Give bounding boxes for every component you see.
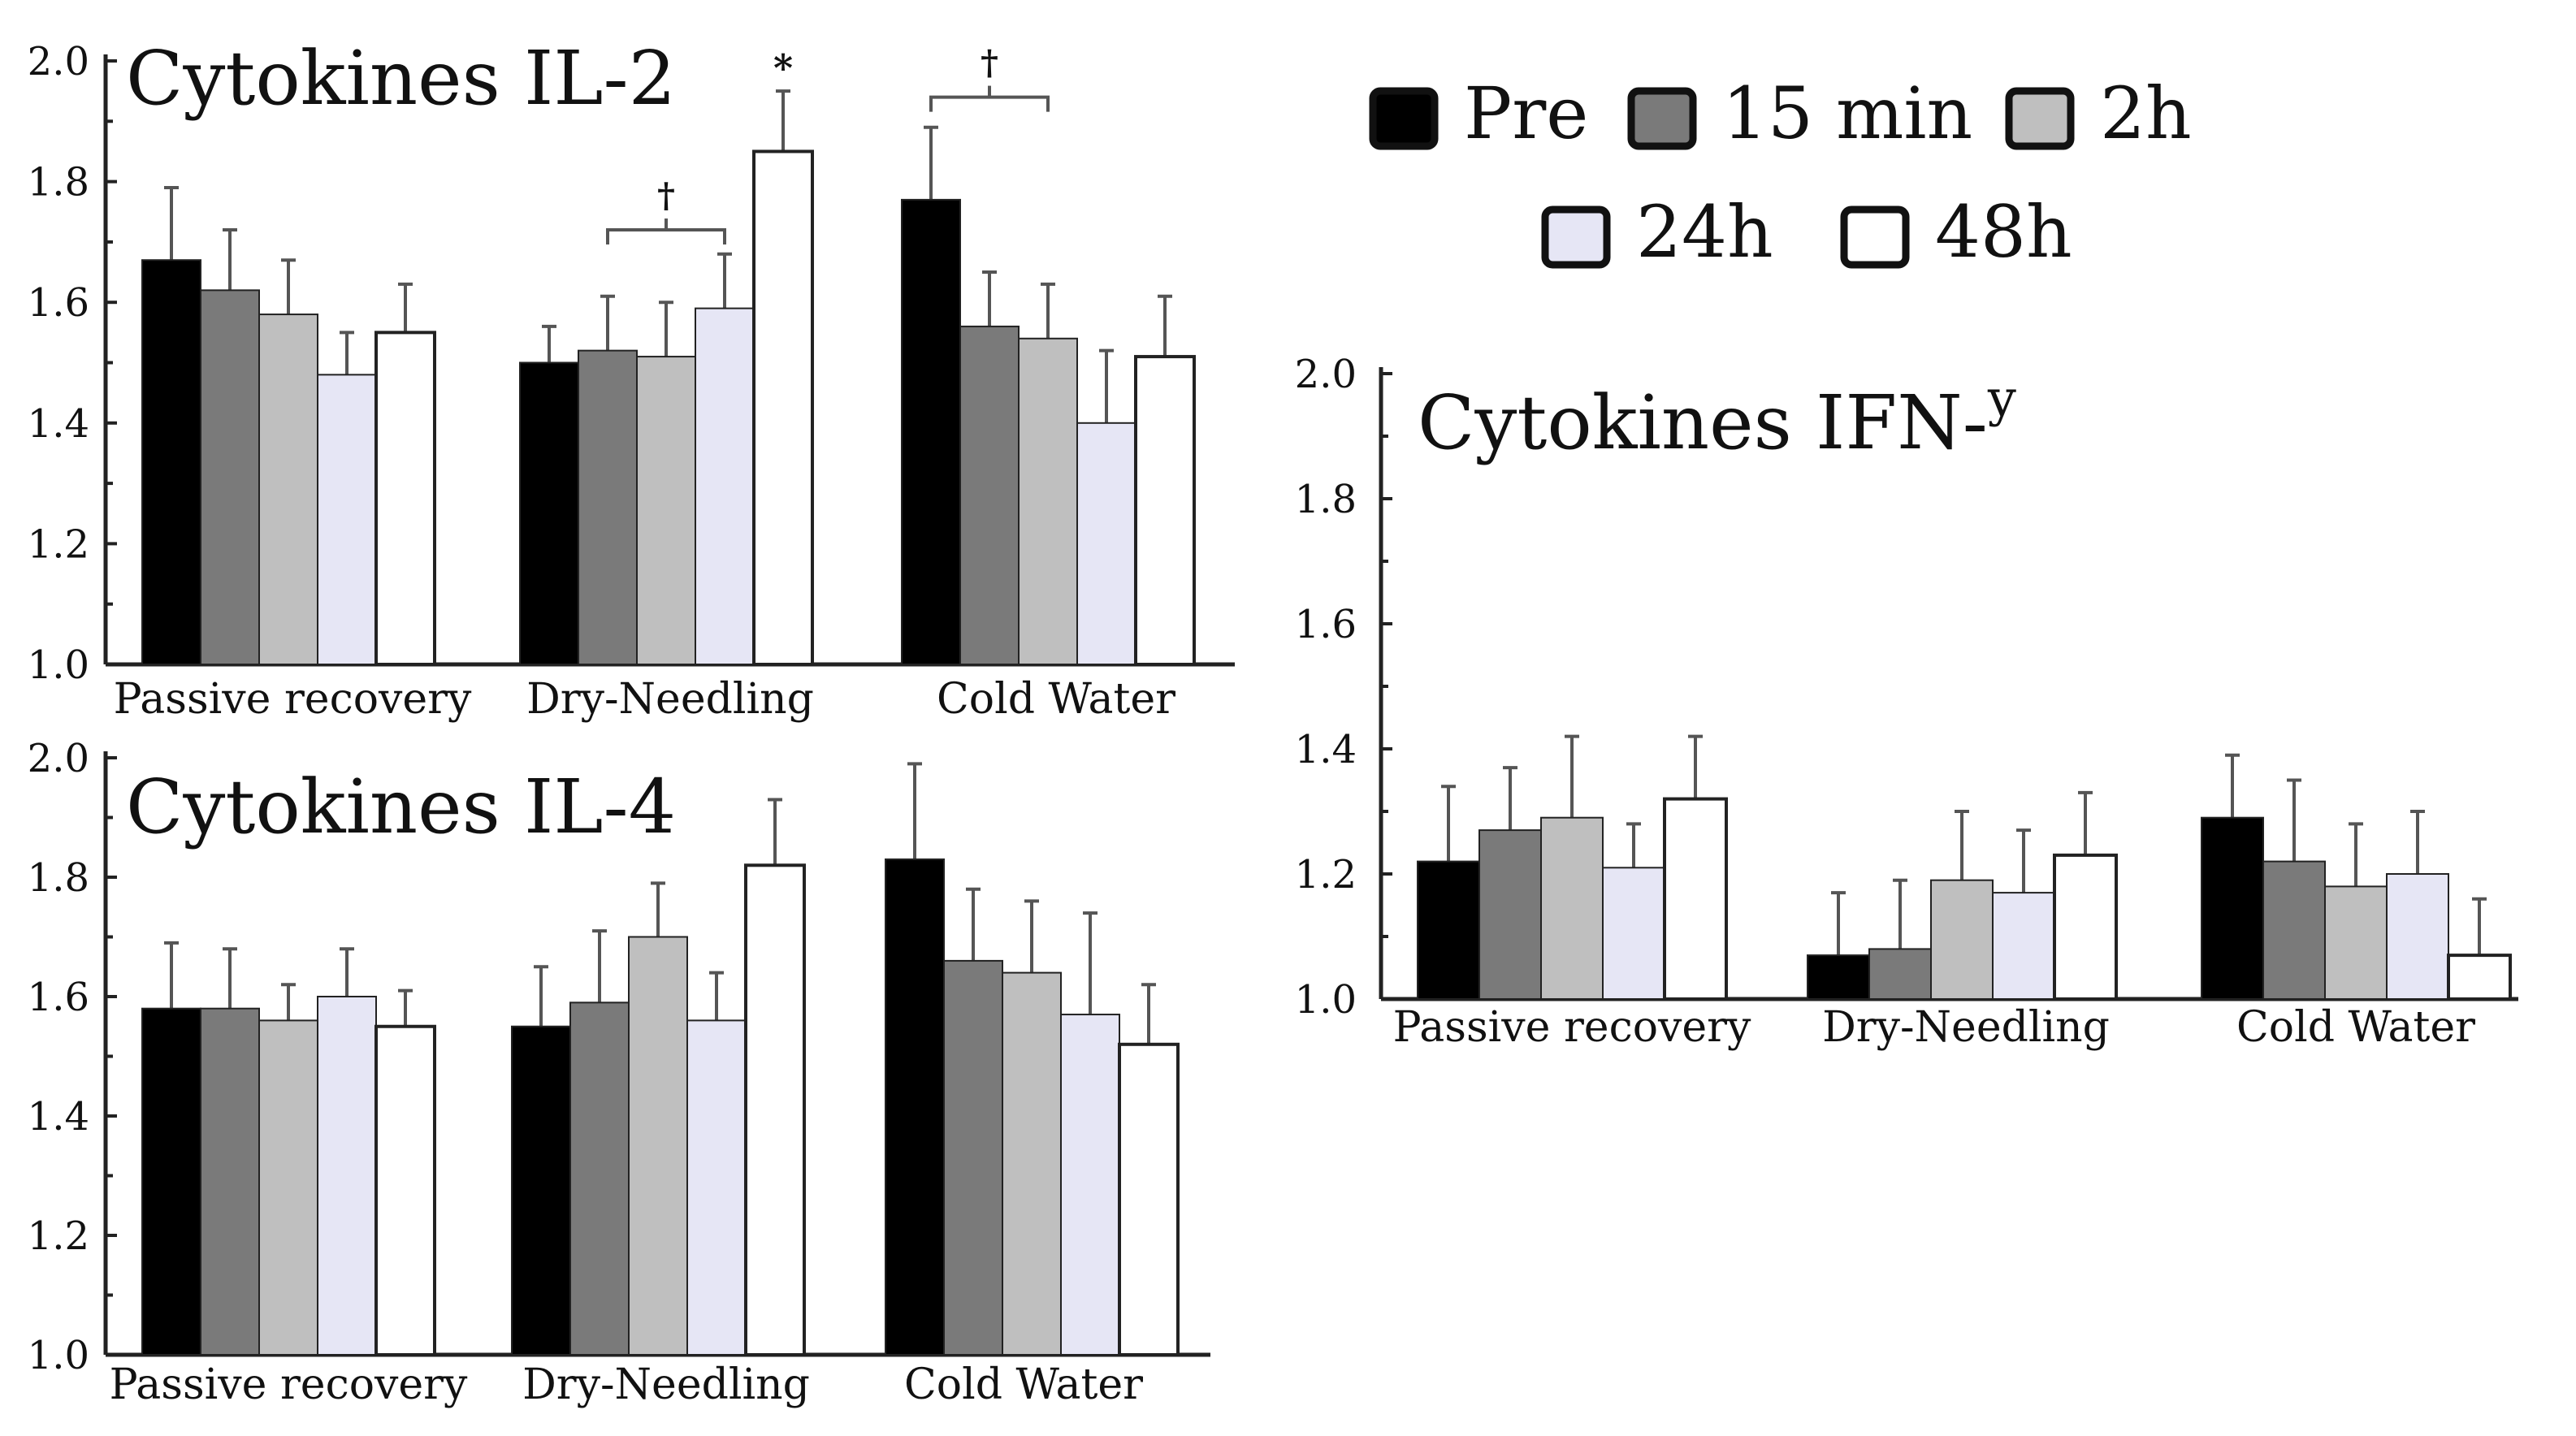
bar-48h bbox=[1118, 1042, 1180, 1357]
chart-title-superscript: y bbox=[1987, 369, 2016, 428]
chart-title: Cytokines IFN-y bbox=[1418, 369, 2016, 466]
y-tick-label: 1.2 bbox=[28, 1213, 89, 1259]
bar-24h bbox=[686, 1019, 747, 1356]
chart-ifn-gamma: 1.0 1.2 1.4 1.6 1.8 2.0 Cytokines IFN-y Passive… bbox=[1295, 352, 2518, 1052]
bar-2h bbox=[1002, 971, 1062, 1356]
bar-pre bbox=[2201, 816, 2264, 1001]
chart-title: Cytokines IL-4 bbox=[126, 763, 676, 850]
chart-il4: 1.0 1.2 1.4 1.6 1.8 2.0 Cytokines IL-4 Passive … bbox=[28, 736, 1210, 1409]
chart-title: Cytokines IL-2 bbox=[126, 35, 676, 122]
legend-swatch-48h bbox=[1840, 205, 1910, 269]
bar-15-min bbox=[1478, 829, 1542, 1000]
bar-48h bbox=[374, 331, 436, 666]
y-tick-label: 1.0 bbox=[28, 1333, 89, 1378]
y-tick-label: 1.4 bbox=[28, 1094, 89, 1140]
bar-24h bbox=[1992, 892, 2055, 1000]
bar-pre bbox=[141, 1007, 201, 1356]
legend: Pre 15 min 2h 24h 48h bbox=[1369, 71, 2192, 274]
y-tick-label: 1.6 bbox=[28, 280, 89, 326]
bar-2h bbox=[636, 356, 696, 665]
bar-48h bbox=[374, 1024, 436, 1356]
bar-pre bbox=[1417, 860, 1480, 1000]
y-tick-label: 1.6 bbox=[1295, 602, 1357, 647]
bar-2h bbox=[628, 936, 688, 1356]
bar-2h bbox=[2324, 885, 2388, 1001]
bar-pre bbox=[885, 858, 945, 1356]
chart-title-text: Cytokines IL-2 bbox=[126, 35, 676, 122]
bar-15-min bbox=[1868, 948, 1932, 1001]
category-label: Dry-Needling bbox=[526, 675, 814, 724]
y-tick-label: 1.4 bbox=[1295, 727, 1357, 772]
bar-pre bbox=[511, 1025, 571, 1356]
bar-pre bbox=[519, 361, 579, 665]
bar-2h bbox=[1930, 879, 1994, 1000]
y-tick-label: 1.8 bbox=[1295, 477, 1357, 522]
y-tick-label: 1.0 bbox=[1295, 977, 1357, 1023]
category-label: Passive recovery bbox=[110, 1360, 468, 1409]
bar-2h bbox=[258, 1019, 318, 1356]
category-label: Cold Water bbox=[2236, 1003, 2475, 1052]
category-label: Cold Water bbox=[904, 1360, 1143, 1409]
category-label: Dry-Needling bbox=[1822, 1003, 2110, 1052]
legend-swatch-2h bbox=[2005, 87, 2075, 150]
bar-15-min bbox=[943, 959, 1003, 1356]
legend-label: Pre bbox=[1464, 71, 1588, 155]
legend-swatch-pre bbox=[1369, 87, 1439, 150]
bar-15-min bbox=[200, 1007, 260, 1356]
legend-label: 2h bbox=[2100, 71, 2192, 155]
bar-48h bbox=[752, 149, 814, 666]
bar-24h bbox=[1602, 867, 1665, 1001]
significance-dagger: † bbox=[981, 43, 998, 83]
chart-il2: 1.0 1.2 1.4 1.6 1.8 2.0 Cytokines IL-2 Passive … bbox=[28, 35, 1235, 724]
significance-bracket bbox=[929, 95, 1050, 112]
chart-title-text: Cytokines IL-4 bbox=[126, 763, 676, 850]
category-label: Cold Water bbox=[937, 675, 1175, 724]
bar-24h bbox=[1060, 1014, 1120, 1356]
significance-bracket bbox=[606, 228, 726, 245]
legend-swatch-24h bbox=[1541, 205, 1611, 269]
y-tick-label: 1.4 bbox=[28, 401, 89, 447]
chart-title-text: Cytokines IFN- bbox=[1418, 379, 1988, 466]
y-tick-label: 1.2 bbox=[1295, 852, 1357, 898]
bar-15-min bbox=[2262, 860, 2326, 1000]
bar-15-min bbox=[569, 1001, 630, 1356]
bar-24h bbox=[1076, 422, 1136, 665]
bar-15-min bbox=[959, 325, 1020, 665]
bar-15-min bbox=[578, 349, 638, 665]
legend-label: 15 min bbox=[1722, 71, 1972, 155]
y-tick-label: 1.2 bbox=[28, 521, 89, 567]
bar-2h bbox=[1540, 816, 1604, 1001]
y-tick-label: 2.0 bbox=[28, 39, 89, 84]
bar-pre bbox=[901, 198, 961, 665]
bar-24h bbox=[695, 307, 755, 665]
category-label: Dry-Needling bbox=[522, 1360, 810, 1409]
bar-2h bbox=[1018, 337, 1078, 665]
y-tick-label: 2.0 bbox=[28, 736, 89, 781]
bar-48h bbox=[1134, 355, 1196, 666]
y-tick-label: 1.8 bbox=[28, 160, 89, 205]
y-tick-label: 1.6 bbox=[28, 975, 89, 1020]
bar-24h bbox=[317, 374, 377, 665]
bar-24h bbox=[2386, 873, 2449, 1000]
y-tick-label: 2.0 bbox=[1295, 352, 1357, 397]
bar-pre bbox=[1807, 954, 1870, 1000]
bar-pre bbox=[141, 259, 201, 665]
significance-star: * bbox=[773, 46, 793, 90]
y-tick-label: 1.0 bbox=[28, 642, 89, 688]
bar-15-min bbox=[200, 289, 260, 665]
bar-48h bbox=[2053, 853, 2118, 1001]
legend-label: 24h bbox=[1636, 190, 1773, 274]
significance-dagger: † bbox=[657, 175, 675, 215]
bar-48h bbox=[1663, 797, 1728, 1001]
category-label: Passive recovery bbox=[114, 675, 472, 724]
bar-48h bbox=[2447, 954, 2512, 1001]
category-label: Passive recovery bbox=[1393, 1003, 1751, 1052]
legend-swatch-15-min bbox=[1627, 87, 1697, 150]
bar-24h bbox=[317, 996, 377, 1356]
y-tick-label: 1.8 bbox=[28, 855, 89, 901]
bar-2h bbox=[258, 314, 318, 665]
bar-48h bbox=[744, 863, 806, 1357]
legend-label: 48h bbox=[1935, 190, 2072, 274]
